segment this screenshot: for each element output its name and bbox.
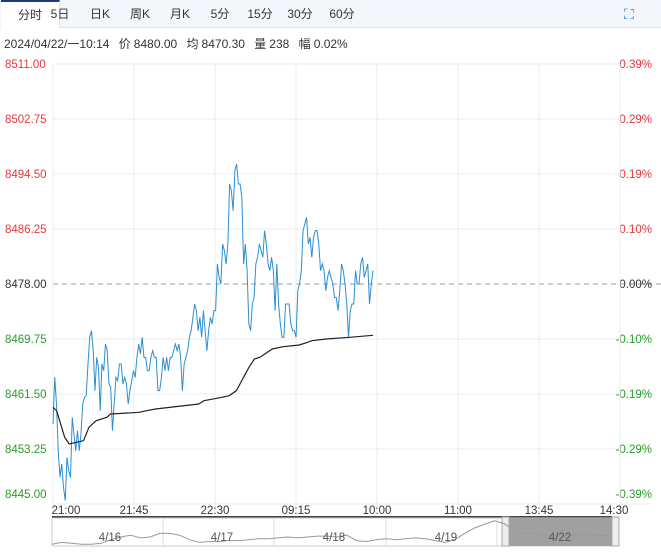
- avg-value: 8470.30: [201, 37, 245, 51]
- avg-label: 均: [186, 37, 199, 51]
- fullscreen-icon[interactable]: ⛶: [624, 6, 634, 22]
- y-tick-label: 8486.25: [5, 224, 47, 236]
- tab-5[interactable]: 5分: [210, 7, 230, 21]
- y-tick-label: 8453.25: [5, 444, 47, 456]
- x-tick-label: 10:00: [363, 505, 392, 517]
- avg-price-line: [52, 334, 374, 445]
- x-tick-label: 09:15: [282, 505, 311, 517]
- tab-6[interactable]: 15分: [247, 7, 273, 21]
- pct-tick-label: -0.39%: [616, 489, 652, 501]
- navigator-date-label: 4/18: [323, 532, 345, 544]
- y-tick-label: 8445.00: [5, 489, 47, 501]
- vol-value: 238: [269, 37, 290, 51]
- tab-7[interactable]: 30分: [287, 7, 313, 21]
- x-tick-label: 13:45: [525, 505, 554, 517]
- pct-tick-label: 0.19%: [619, 169, 652, 181]
- navigator-date-label: 4/19: [435, 532, 457, 544]
- price-label: 价: [118, 37, 131, 51]
- navigator-date-label: 4/16: [99, 532, 121, 544]
- navigator-handle-right: [611, 516, 620, 547]
- x-tick-label: 21:45: [120, 505, 149, 517]
- chg-label: 幅: [298, 37, 311, 51]
- chg-value: 0.02%: [313, 37, 348, 51]
- quote-info-bar: 2024/04/22/一10:14 价 8480.00 均 8470.30 量 238…: [4, 35, 354, 52]
- tab-4[interactable]: 月K: [169, 7, 190, 21]
- pct-tick-label: -0.10%: [616, 334, 652, 346]
- navigator-date-label: 4/22: [549, 532, 571, 544]
- x-tick-label: 22:30: [201, 505, 230, 517]
- y-tick-label: 8478.00: [5, 279, 47, 291]
- x-tick-label: 14:30: [600, 505, 629, 517]
- pct-tick-label: 0.29%: [619, 114, 652, 126]
- pct-tick-label: -0.29%: [616, 444, 652, 456]
- y-tick-label: 8511.00: [5, 59, 46, 71]
- price-line: [52, 163, 374, 501]
- y-tick-label: 8461.50: [5, 389, 47, 401]
- y-tick-label: 8502.75: [5, 114, 47, 126]
- tab-8[interactable]: 60分: [329, 7, 355, 21]
- y-tick-label: 8469.75: [5, 334, 47, 346]
- navigator-handle-left: [501, 516, 510, 547]
- tab-2[interactable]: 日K: [89, 7, 110, 21]
- tab-0[interactable]: 分时: [1, 0, 60, 28]
- navigator-date-label: 4/17: [211, 532, 233, 544]
- tab-1[interactable]: 5日: [50, 7, 70, 21]
- datetime: 2024/04/22/一10:14: [4, 37, 110, 51]
- pct-tick-label: -0.19%: [616, 389, 652, 401]
- pct-tick-label: 0.39%: [619, 59, 652, 71]
- navigator-line: [51, 520, 613, 545]
- price-value: 8480.00: [133, 37, 178, 51]
- navigator-selection: [508, 518, 612, 546]
- x-tick-label: 11:00: [444, 505, 472, 517]
- period-tabs: 分时 5日 日K 周K 月K 5分 15分 30分 60分: [0, 0, 661, 28]
- vol-label: 量: [254, 37, 267, 51]
- pct-tick-label: 0.10%: [619, 224, 652, 236]
- tab-3[interactable]: 周K: [129, 7, 150, 21]
- x-tick-label: 21:00: [52, 505, 81, 517]
- y-tick-label: 8494.50: [5, 169, 47, 181]
- pct-tick-label: 0.00%: [619, 279, 652, 291]
